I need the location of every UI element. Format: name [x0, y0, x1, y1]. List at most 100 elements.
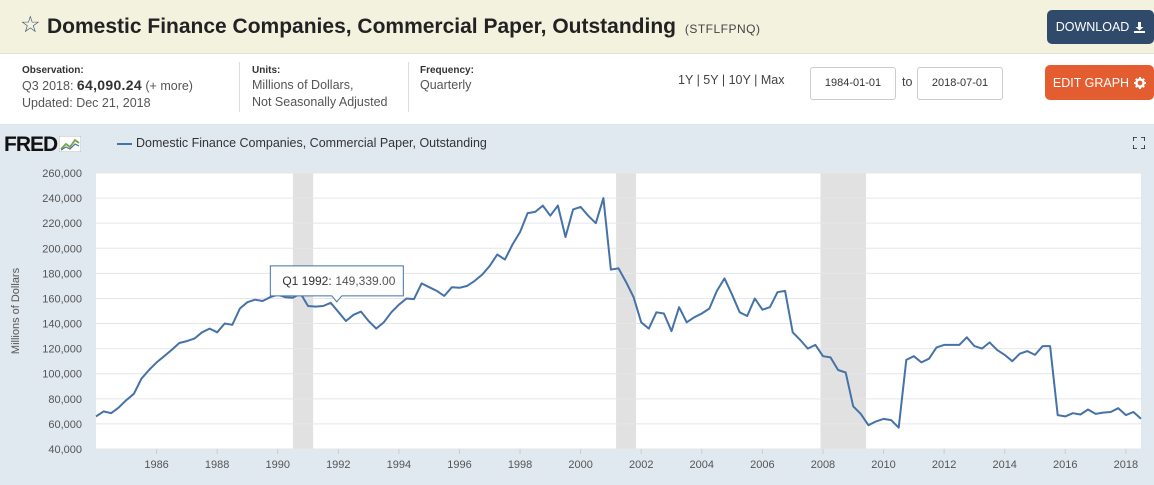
data-point[interactable]: [783, 289, 787, 293]
data-point[interactable]: [1040, 344, 1044, 348]
data-point[interactable]: [1086, 407, 1090, 411]
data-point[interactable]: [556, 203, 560, 207]
download-button[interactable]: DOWNLOAD: [1047, 10, 1154, 44]
data-point[interactable]: [1018, 351, 1022, 355]
data-point[interactable]: [533, 210, 537, 214]
data-point[interactable]: [821, 354, 825, 358]
data-point[interactable]: [851, 404, 855, 408]
data-point[interactable]: [541, 203, 545, 207]
data-point[interactable]: [419, 281, 423, 285]
data-point[interactable]: [934, 345, 938, 349]
data-point[interactable]: [662, 311, 666, 315]
data-point[interactable]: [919, 360, 923, 364]
data-point[interactable]: [813, 343, 817, 347]
data-point[interactable]: [397, 303, 401, 307]
data-point[interactable]: [881, 417, 885, 421]
data-point[interactable]: [753, 296, 757, 300]
edit-graph-button[interactable]: EDIT GRAPH: [1045, 65, 1154, 100]
data-point[interactable]: [836, 368, 840, 372]
data-point[interactable]: [329, 301, 333, 305]
data-point[interactable]: [132, 392, 136, 396]
data-point[interactable]: [722, 276, 726, 280]
range-1y-link[interactable]: 1Y: [678, 73, 694, 87]
data-point[interactable]: [594, 221, 598, 225]
data-point[interactable]: [1063, 414, 1067, 418]
data-point[interactable]: [1139, 417, 1143, 421]
data-point[interactable]: [669, 329, 673, 333]
data-point[interactable]: [1010, 359, 1014, 363]
data-point[interactable]: [639, 320, 643, 324]
data-point[interactable]: [1078, 412, 1082, 416]
data-point[interactable]: [1116, 406, 1120, 410]
data-point[interactable]: [518, 230, 522, 234]
data-point[interactable]: [238, 306, 242, 310]
data-point[interactable]: [949, 343, 953, 347]
data-point[interactable]: [1056, 413, 1060, 417]
data-point[interactable]: [207, 326, 211, 330]
data-point[interactable]: [889, 418, 893, 422]
data-point[interactable]: [185, 339, 189, 343]
data-point[interactable]: [465, 284, 469, 288]
data-point[interactable]: [389, 310, 393, 314]
fred-logo[interactable]: FRED: [4, 133, 82, 157]
data-point[interactable]: [601, 196, 605, 200]
data-point[interactable]: [843, 370, 847, 374]
data-point[interactable]: [124, 398, 128, 402]
data-point[interactable]: [313, 304, 317, 308]
data-point[interactable]: [1071, 411, 1075, 415]
data-point[interactable]: [382, 320, 386, 324]
data-point[interactable]: [525, 211, 529, 215]
data-point[interactable]: [457, 286, 461, 290]
data-point[interactable]: [700, 311, 704, 315]
data-point[interactable]: [435, 289, 439, 293]
range-10y-link[interactable]: 10Y: [728, 73, 751, 87]
data-point[interactable]: [571, 207, 575, 211]
data-point[interactable]: [616, 266, 620, 270]
data-point[interactable]: [942, 343, 946, 347]
data-point[interactable]: [624, 280, 628, 284]
data-point[interactable]: [1093, 412, 1097, 416]
data-point[interactable]: [366, 319, 370, 323]
start-date-input[interactable]: 1984-01-01: [810, 67, 896, 100]
data-point[interactable]: [790, 330, 794, 334]
data-point[interactable]: [957, 343, 961, 347]
data-point[interactable]: [737, 310, 741, 314]
data-point[interactable]: [586, 213, 590, 217]
data-point[interactable]: [245, 300, 249, 304]
data-point[interactable]: [798, 338, 802, 342]
data-point[interactable]: [631, 295, 635, 299]
data-point[interactable]: [684, 320, 688, 324]
data-point[interactable]: [351, 313, 355, 317]
data-point[interactable]: [139, 377, 143, 381]
data-point[interactable]: [223, 321, 227, 325]
data-point[interactable]: [109, 411, 113, 415]
chart[interactable]: 40,000 60,000 80,000 100,000 120,000 140,000 1…: [0, 124, 1154, 485]
data-point[interactable]: [472, 279, 476, 283]
data-point[interactable]: [768, 305, 772, 309]
data-point[interactable]: [896, 425, 900, 429]
data-point[interactable]: [874, 419, 878, 423]
data-point[interactable]: [912, 354, 916, 358]
data-point[interactable]: [442, 294, 446, 298]
data-point[interactable]: [94, 414, 98, 418]
data-point[interactable]: [609, 267, 613, 271]
data-point[interactable]: [745, 314, 749, 318]
data-point[interactable]: [170, 348, 174, 352]
observation-more-link[interactable]: (+ more): [145, 79, 193, 93]
data-point[interactable]: [647, 326, 651, 330]
data-point[interactable]: [495, 252, 499, 256]
end-date-input[interactable]: 2018-07-01: [917, 67, 1003, 100]
data-point[interactable]: [230, 323, 234, 327]
data-point[interactable]: [1131, 410, 1135, 414]
data-point[interactable]: [154, 360, 158, 364]
data-point[interactable]: [707, 306, 711, 310]
data-point[interactable]: [374, 326, 378, 330]
data-point[interactable]: [980, 346, 984, 350]
data-point[interactable]: [101, 409, 105, 413]
data-point[interactable]: [480, 272, 484, 276]
data-point[interactable]: [412, 297, 416, 301]
data-point[interactable]: [1101, 410, 1105, 414]
data-point[interactable]: [578, 205, 582, 209]
data-point[interactable]: [253, 298, 257, 302]
data-point[interactable]: [162, 354, 166, 358]
